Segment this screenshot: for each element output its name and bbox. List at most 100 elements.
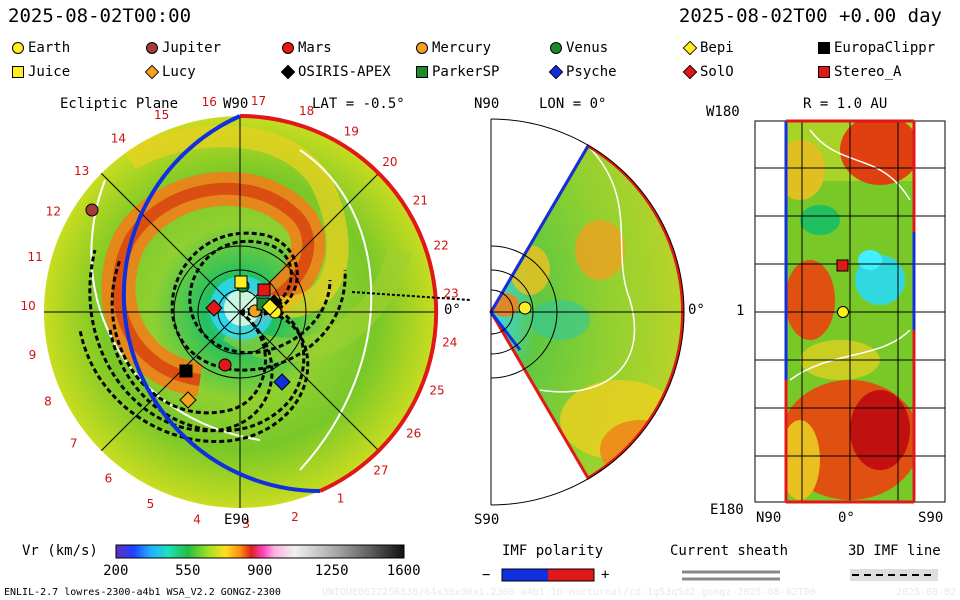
legend-item-label: Psyche <box>566 64 617 80</box>
legend-item-label: EuropaClippr <box>834 40 936 56</box>
legend-item-label: Mars <box>298 40 332 56</box>
legend-item-label: Stereo_A <box>834 64 902 80</box>
legend-item-label: Mercury <box>432 40 492 56</box>
carrington-tick-label: 1 <box>337 492 345 506</box>
carrington-tick-label: 22 <box>434 238 449 252</box>
carrington-tick-label: 18 <box>299 104 314 118</box>
ecliptic-bottom-label: E90 <box>224 512 250 528</box>
body-marker-solo <box>205 299 223 317</box>
carrington-tick-label: 27 <box>373 463 388 477</box>
carrington-tick-label: 10 <box>20 299 35 313</box>
colorbar-tick-label: 550 <box>175 563 201 579</box>
legend-item-label: OSIRIS-APEX <box>298 64 391 80</box>
shell-bottom-left-label: E180 <box>710 502 744 518</box>
carrington-tick-label: 20 <box>382 155 397 169</box>
velocity-colorbar <box>115 544 405 559</box>
legend-item-stereo-a: Stereo_A <box>818 64 901 80</box>
square-marker-icon <box>12 66 24 78</box>
legend-item-europaclippr: EuropaClippr <box>818 40 935 56</box>
legend-item-label: Lucy <box>162 64 196 80</box>
square-marker-icon <box>416 66 428 78</box>
legend-item-mercury: Mercury <box>416 40 491 56</box>
shell-bottom-n-label: N90 <box>756 510 782 526</box>
legend-item-jupiter: Jupiter <box>146 40 221 56</box>
carrington-tick-label: 21 <box>413 194 428 208</box>
legend-item-solo: SolO <box>682 64 734 80</box>
legend-item-earth: Earth <box>12 40 70 56</box>
ecliptic-right-label: 0° <box>444 302 461 318</box>
carrington-tick-label: 3 <box>242 517 250 531</box>
body-marker-lucy <box>179 391 197 409</box>
colorbar-tick-label: 200 <box>103 563 129 579</box>
imf-negative-swatch <box>502 569 548 581</box>
circle-marker-icon <box>550 42 562 54</box>
shell-stereo-a-marker <box>836 259 849 272</box>
carrington-tick-label: 25 <box>429 383 444 397</box>
colorbar-tick-label: 900 <box>247 563 273 579</box>
square-marker-icon <box>818 42 830 54</box>
carrington-tick-label: 16 <box>202 95 217 109</box>
ecliptic-rim-positive <box>239 114 439 493</box>
carrington-tick-label: 12 <box>46 204 61 218</box>
legend-item-label: Jupiter <box>162 40 222 56</box>
carrington-tick-label: 17 <box>251 94 266 108</box>
legend-item-venus: Venus <box>550 40 608 56</box>
shell-bottom-zero-label: 0° <box>838 510 855 526</box>
right-timestamp: 2025-08-02T00 +0.00 day <box>678 5 942 27</box>
carrington-ticks: 2625242322212019181716151413121110987654… <box>20 94 458 531</box>
imf-positive-swatch <box>548 569 594 581</box>
carrington-tick-label: 14 <box>111 131 126 145</box>
legend-item-label: SolO <box>700 64 734 80</box>
body-marker-stereo-a <box>257 283 271 297</box>
imf-3d-line-label: 3D IMF line <box>848 543 941 559</box>
legend-item-psyche: Psyche <box>548 64 617 80</box>
meridional-panel <box>489 118 685 506</box>
colorbar-tick-label: 1600 <box>386 563 421 579</box>
circle-marker-icon <box>146 42 158 54</box>
footer-date: 2025-08-02 <box>896 587 957 598</box>
shell-mid-left-label: 1 <box>736 303 745 319</box>
legend-item-label: ParkerSP <box>432 64 500 80</box>
colorbar-tick-label: 1250 <box>314 563 349 579</box>
circle-marker-icon <box>282 42 294 54</box>
carrington-tick-label: 9 <box>29 348 37 362</box>
legend-item-parkersp: ParkerSP <box>416 64 499 80</box>
square-marker-icon <box>818 66 830 78</box>
ecliptic-rim-negative <box>121 114 321 493</box>
body-marker-jupiter <box>85 203 99 217</box>
body-marker-bepi <box>261 298 279 316</box>
left-timestamp: 2025-08-02T00:00 <box>8 5 192 27</box>
meridional-lon-label: LON = 0° <box>539 96 607 112</box>
legend-item-lucy: Lucy <box>144 64 196 80</box>
ecliptic-bodies <box>85 203 291 409</box>
carrington-tick-label: 26 <box>406 427 421 441</box>
footer-model: ENLIL-2.7 lowres-2300-a4b1 WSA_V2.2 GONG… <box>4 587 281 598</box>
legend-item-mars: Mars <box>282 40 332 56</box>
carrington-tick-label: 5 <box>147 497 155 511</box>
shell-panel <box>754 119 946 504</box>
circle-marker-icon <box>12 42 24 54</box>
legend-item-bepi: Bepi <box>682 40 734 56</box>
body-marker-europaclippr <box>179 364 193 378</box>
meridional-bottom-label: S90 <box>474 512 500 528</box>
legend-item-juice: Juice <box>12 64 70 80</box>
circle-marker-icon <box>416 42 428 54</box>
legend-item-label: Juice <box>28 64 71 80</box>
shell-top-left-label: W180 <box>706 104 740 120</box>
carrington-tick-label: 23 <box>444 287 459 301</box>
ecliptic-top-label: W90 <box>223 96 249 112</box>
carrington-tick-label: 11 <box>28 250 43 264</box>
ecliptic-title: Ecliptic Plane <box>60 96 179 112</box>
meridional-earth-marker <box>518 301 532 315</box>
carrington-tick-label: 7 <box>70 437 78 451</box>
body-marker-psyche <box>273 373 291 391</box>
legend-item-label: Venus <box>566 40 609 56</box>
carrington-tick-label: 2 <box>291 510 299 524</box>
footer-run: UNIQUE0622256836/64x30x90x1.2300-a4b1.16… <box>322 587 816 598</box>
imf-minus-sign: − <box>482 567 491 583</box>
legend-item-label: Earth <box>28 40 71 56</box>
carrington-tick-label: 19 <box>344 125 359 139</box>
body-marker-juice <box>234 275 248 289</box>
imf-plus-sign: + <box>601 567 610 583</box>
